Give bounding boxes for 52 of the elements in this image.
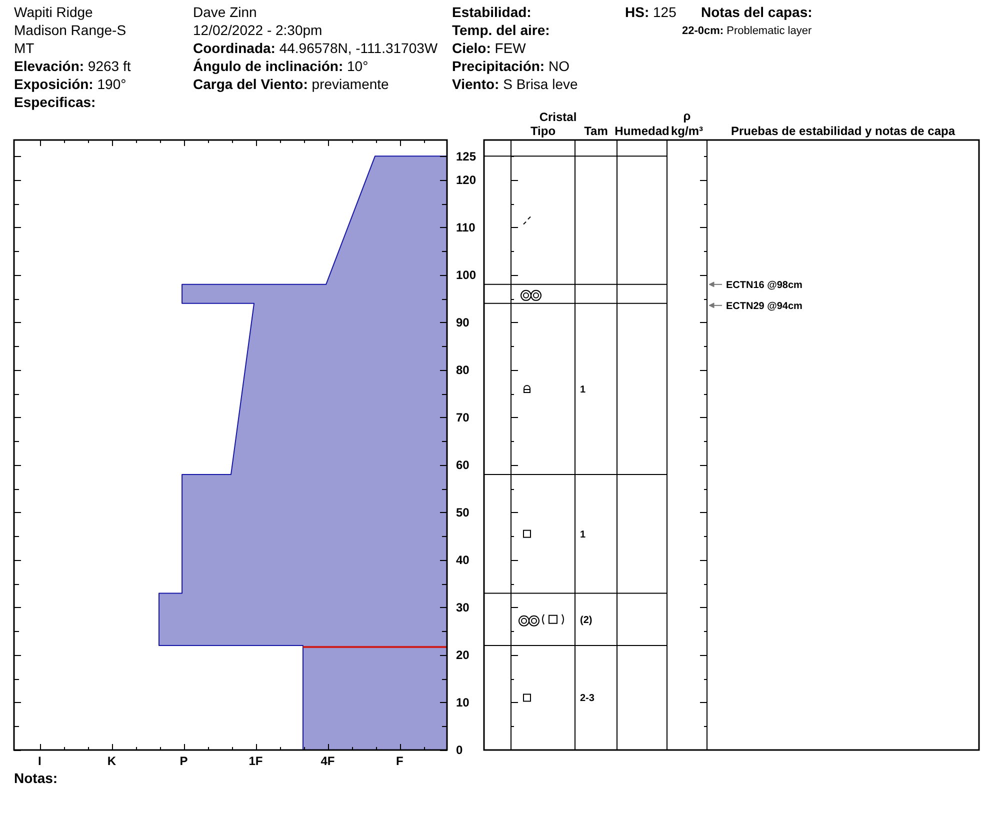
text: Coordinada: 44.96578N, -111.31703W [193,40,438,56]
y-tick-label: 0 [456,743,463,758]
category-label: Pruebas de estabilidad y notas de capa [730,124,956,138]
text: Notas del capas: [701,4,812,20]
text: Cielo: FEW [452,40,527,56]
text: Temp. del aire: [452,22,550,38]
text: ECTN29 @94cm [726,300,803,312]
text: 1 [580,529,586,540]
y-tick-label: 90 [456,316,470,330]
text: Wapiti Ridge [14,4,94,20]
text: Estabilidad: [452,4,532,20]
text: Precipitación: NO [452,58,570,74]
text: Viento: S Brisa leve [452,76,578,92]
y-tick-label: 125 [456,149,476,164]
text: Madison Range-S [14,22,126,38]
text: Carga del Viento: previamente [193,76,390,92]
y-tick-label: 50 [456,506,470,520]
text: I [38,754,42,768]
text: Especificas: [14,94,96,110]
text: MT [14,40,35,56]
text: Exposición: 190° [14,76,126,92]
y-tick-label: 60 [456,458,470,472]
text: P [180,754,188,768]
text: Notas: [14,770,58,786]
text: ECTN16 @98cm [726,280,803,291]
y-tick-label: 70 [456,410,470,425]
text: K [107,754,116,768]
y-tick-label: 120 [456,173,476,188]
y-tick-label: 80 [456,363,470,378]
text: 1 [580,384,586,396]
y-tick-label: 30 [456,600,470,615]
text: HS: 125 [625,4,677,20]
text: Cristal [539,110,577,124]
text: F [396,754,404,768]
category-label: Humedad [614,124,670,138]
text: (2) [580,614,592,626]
y-tick-label: 10 [456,696,470,710]
y-tick-label: 110 [456,220,476,235]
category-label: Tipo [530,124,556,138]
y-tick-label: 20 [456,648,470,662]
text: Ángulo de inclinación: 10° [193,58,368,74]
text: 4F [320,754,335,768]
text: 1F [248,754,263,768]
text: Dave Zinn [193,4,257,20]
y-tick-label: 100 [456,268,476,282]
text: 2-3 [580,693,595,704]
y-tick-label: 40 [456,553,470,568]
category-label: Tam [584,124,608,138]
category-label: ρ kg/m³ [670,109,704,138]
text: 12/02/2022 - 2:30pm [193,22,322,38]
text: Elevación: 9263 ft [14,58,131,74]
text: 22-0cm: Problematic layer [682,25,812,37]
